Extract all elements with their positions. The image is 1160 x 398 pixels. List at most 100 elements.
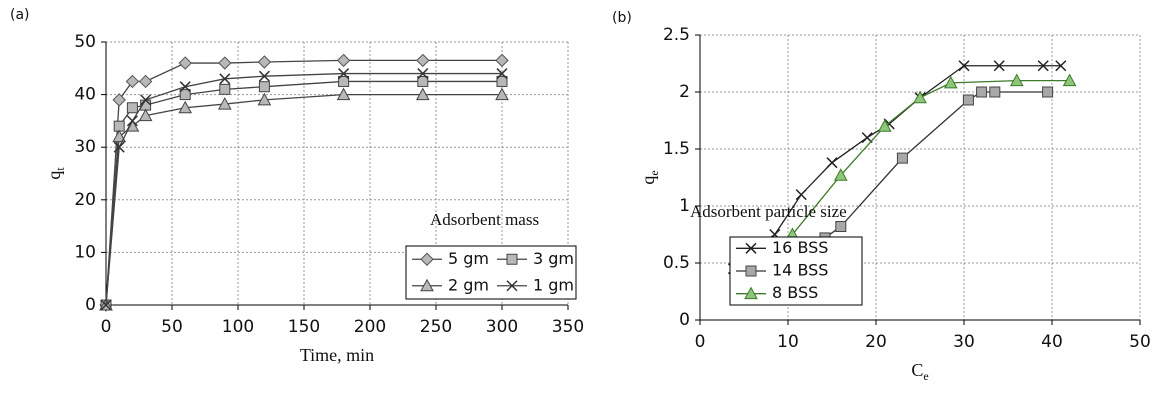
marker [495, 53, 509, 68]
marker [495, 87, 509, 101]
x-tick-label: 50 [1129, 332, 1151, 352]
y-tick-label: 1 [679, 196, 690, 216]
marker [496, 75, 508, 87]
marker [138, 108, 153, 122]
marker [496, 68, 508, 80]
series-line [105, 72, 502, 306]
marker [257, 55, 272, 69]
y-axis-label-main: q [638, 176, 658, 185]
panel-label: (b) [612, 10, 632, 26]
x-tick-label: 50 [161, 317, 183, 337]
x-tick-label: 10 [777, 332, 799, 352]
y-axis-label-sub: e [647, 170, 661, 175]
y-tick-label: 10 [74, 242, 96, 262]
marker [217, 97, 232, 110]
legend-marker [745, 265, 757, 277]
panel-label: (a) [10, 7, 30, 23]
marker [113, 141, 125, 153]
marker [976, 86, 988, 98]
marker [179, 89, 191, 101]
x-axis-label: Time, min [300, 345, 374, 365]
marker [1009, 73, 1024, 87]
legend-label: 14 BSS [772, 261, 828, 280]
marker [1062, 73, 1077, 87]
marker [258, 70, 270, 82]
legend-label: 2 gm [448, 275, 489, 294]
marker [962, 94, 974, 106]
y-tick-label: 40 [74, 85, 96, 105]
marker [826, 157, 838, 169]
marker [1042, 86, 1054, 98]
x-tick-label: 350 [552, 317, 584, 337]
y-tick-label: 0 [679, 310, 690, 330]
y-axis-label-main: q [44, 171, 64, 180]
legend-marker [745, 242, 757, 254]
marker [877, 119, 892, 132]
marker [258, 81, 270, 93]
x-tick-label: 200 [354, 317, 386, 337]
marker [336, 87, 351, 101]
y-tick-label: 0.5 [663, 253, 690, 273]
y-axis-label-sub: t [53, 167, 67, 171]
marker [218, 56, 232, 70]
marker [417, 75, 429, 87]
y-tick-label: 0 [85, 295, 96, 315]
legend-label: 16 BSS [772, 238, 828, 257]
x-tick-label: 300 [486, 317, 518, 337]
legend-marker [420, 278, 434, 292]
marker [417, 68, 429, 80]
marker [178, 56, 192, 70]
marker [1037, 60, 1049, 72]
x-tick-label: 0 [695, 332, 706, 352]
marker [338, 75, 350, 87]
y-tick-label: 1.5 [663, 139, 690, 159]
legend-label: 1 gm [533, 275, 574, 294]
marker [338, 68, 350, 80]
y-tick-label: 2.5 [663, 25, 690, 45]
marker [795, 189, 807, 201]
marker [138, 74, 153, 89]
marker [913, 90, 927, 104]
marker [943, 75, 958, 89]
y-axis-label: qe [638, 170, 661, 184]
marker [1055, 60, 1067, 72]
y-tick-label: 20 [74, 190, 96, 210]
marker [896, 152, 908, 164]
marker [989, 86, 1001, 98]
x-tick-label: 20 [865, 332, 887, 352]
marker [126, 115, 138, 127]
marker [178, 100, 193, 114]
marker [861, 132, 873, 144]
x-tick-label: 0 [101, 317, 112, 337]
x-axis-label-main: C [911, 360, 923, 380]
marker [415, 87, 430, 101]
marker [219, 73, 231, 85]
legend-title: Adsorbent particle size [690, 202, 847, 221]
marker [833, 168, 848, 181]
marker [958, 60, 970, 72]
y-tick-label: 2 [679, 82, 690, 102]
marker [835, 221, 847, 233]
x-axis-label-main: Time, min [300, 345, 374, 365]
marker [179, 81, 191, 93]
x-tick-label: 100 [222, 317, 254, 337]
marker [257, 92, 272, 106]
marker [219, 83, 231, 95]
marker [416, 53, 430, 68]
y-tick-label: 50 [74, 32, 96, 52]
x-axis-label: Ce [911, 360, 928, 383]
legend-label: 5 gm [448, 249, 489, 268]
legend-label: 3 gm [533, 249, 574, 268]
legend-marker [506, 253, 518, 265]
x-tick-label: 150 [288, 317, 320, 337]
series-line [105, 80, 502, 306]
marker [112, 129, 127, 143]
marker [112, 93, 126, 107]
y-tick-label: 30 [74, 137, 96, 157]
x-tick-label: 30 [953, 332, 975, 352]
x-tick-label: 40 [1041, 332, 1063, 352]
marker [993, 60, 1005, 72]
legend-box [405, 245, 577, 300]
legend-marker [744, 286, 758, 300]
